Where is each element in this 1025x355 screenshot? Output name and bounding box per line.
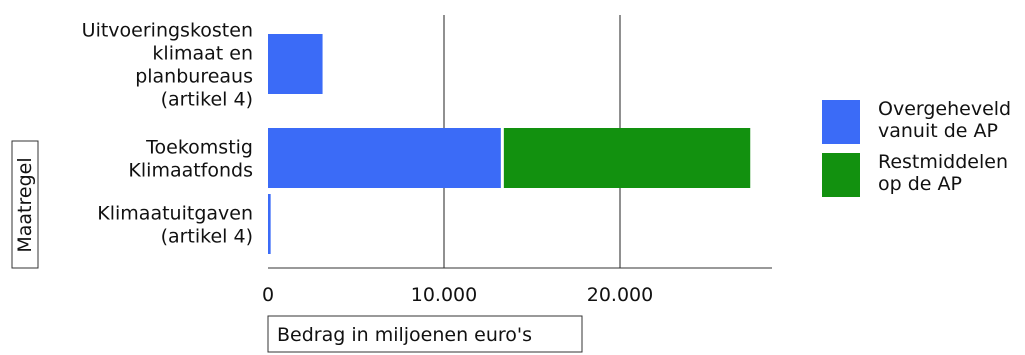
bar-1-series-0 bbox=[268, 128, 501, 188]
category-label-1-line-1: Klimaatfonds bbox=[128, 160, 253, 182]
bar-2-series-0 bbox=[268, 194, 271, 254]
x-axis-title-box: Bedrag in miljoenen euro's bbox=[267, 315, 583, 353]
x-tick-labels: 0 10.000 20.000 bbox=[262, 284, 653, 306]
legend-label-1-line-1: op de AP bbox=[878, 173, 962, 195]
category-label-0: Uitvoeringskosten klimaat en planbureaus (a… bbox=[82, 20, 253, 111]
x-tick-label-2: 20.000 bbox=[587, 284, 653, 306]
category-labels: Uitvoeringskosten klimaat en planbureaus (a… bbox=[82, 20, 253, 248]
x-tick-label-1: 10.000 bbox=[411, 284, 477, 306]
y-axis-title: Maatregel bbox=[14, 157, 36, 252]
legend-swatch-0 bbox=[822, 100, 860, 144]
legend-label-0-line-0: Overgeheveld bbox=[878, 98, 1011, 120]
legend-swatch-1 bbox=[822, 153, 860, 197]
y-axis-title-box: Maatregel bbox=[11, 140, 39, 269]
category-label-2-line-0: Klimaatuitgaven bbox=[97, 203, 253, 225]
x-tick-label-0: 0 bbox=[262, 284, 274, 306]
category-label-0-line-2: planbureaus bbox=[135, 66, 253, 88]
category-label-1: Toekomstig Klimaatfonds bbox=[128, 137, 253, 182]
category-label-1-line-0: Toekomstig bbox=[145, 137, 253, 159]
legend-label-0-line-1: vanuit de AP bbox=[878, 120, 998, 142]
category-label-0-line-0: Uitvoeringskosten bbox=[82, 20, 253, 42]
category-label-0-line-1: klimaat en bbox=[152, 43, 253, 65]
bars bbox=[268, 34, 751, 254]
x-axis-title: Bedrag in miljoenen euro's bbox=[277, 324, 532, 346]
category-label-0-line-3: (artikel 4) bbox=[161, 89, 253, 111]
bar-1-series-1 bbox=[503, 128, 751, 188]
legend-label-1: Restmiddelen op de AP bbox=[878, 151, 1008, 195]
legend: Overgeheveld vanuit de AP Restmiddelen op d… bbox=[822, 98, 1011, 197]
legend-label-0: Overgeheveld vanuit de AP bbox=[878, 98, 1011, 142]
bar-0-series-0 bbox=[268, 34, 323, 94]
legend-label-1-line-0: Restmiddelen bbox=[878, 151, 1008, 173]
category-label-2: Klimaatuitgaven (artikel 4) bbox=[97, 203, 253, 248]
category-label-2-line-1: (artikel 4) bbox=[161, 226, 253, 248]
